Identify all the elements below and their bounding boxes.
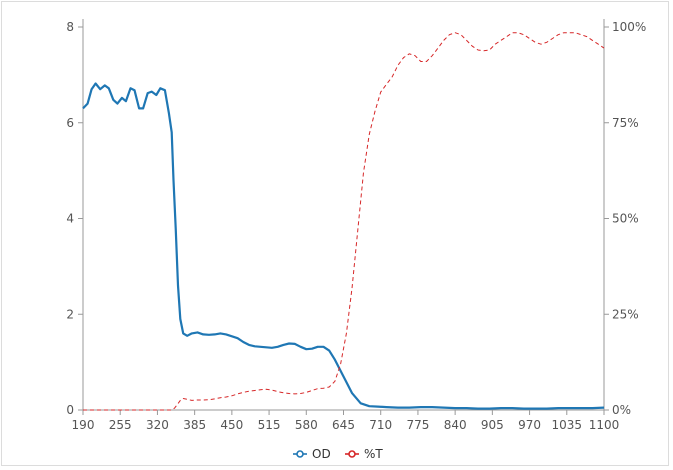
x-tick-label: 580 — [295, 418, 318, 432]
x-tick-label: 1035 — [552, 418, 583, 432]
x-ticks: 190 255 320 385 450 515 580 645 710 775 840 905 970 1… — [72, 410, 620, 432]
left-tick-label: 2 — [66, 307, 74, 321]
x-tick-label: 905 — [481, 418, 504, 432]
axes — [82, 19, 605, 411]
left-tick-label: 4 — [66, 212, 74, 226]
right-tick-label: 75% — [612, 116, 639, 130]
x-tick-label: 320 — [146, 418, 169, 432]
x-tick-label: 450 — [220, 418, 243, 432]
x-tick-label: 190 — [72, 418, 95, 432]
left-y-ticks: 0 2 4 6 8 — [66, 20, 83, 417]
right-tick-label: 50% — [612, 212, 639, 226]
legend-swatch-marker — [296, 450, 304, 458]
legend-item: OD — [293, 447, 331, 461]
left-tick-label: 8 — [66, 20, 74, 34]
left-tick-label: 0 — [66, 403, 74, 417]
series-layer — [82, 32, 605, 411]
x-tick-label: 1100 — [589, 418, 620, 432]
right-tick-label: 100% — [612, 20, 646, 34]
legend-label: OD — [312, 447, 331, 461]
right-tick-label: 25% — [612, 307, 639, 321]
x-tick-label: 775 — [406, 418, 429, 432]
x-tick-label: 255 — [109, 418, 132, 432]
left-tick-label: 6 — [66, 116, 74, 130]
legend-item: %T — [345, 447, 383, 461]
right-tick-label: 0% — [612, 403, 631, 417]
x-tick-label: 710 — [369, 418, 392, 432]
od-series-line — [82, 82, 605, 410]
legend: OD %T — [293, 447, 383, 461]
x-tick-label: 970 — [518, 418, 541, 432]
legend-label: %T — [364, 447, 383, 461]
x-tick-label: 515 — [258, 418, 281, 432]
x-tick-label: 840 — [444, 418, 467, 432]
x-tick-label: 385 — [183, 418, 206, 432]
legend-swatch-marker — [348, 450, 356, 458]
transmittance-series-line — [83, 32, 605, 411]
x-tick-label: 645 — [332, 418, 355, 432]
right-y-ticks: 0% 25% 50% 75% 100% — [604, 20, 646, 417]
